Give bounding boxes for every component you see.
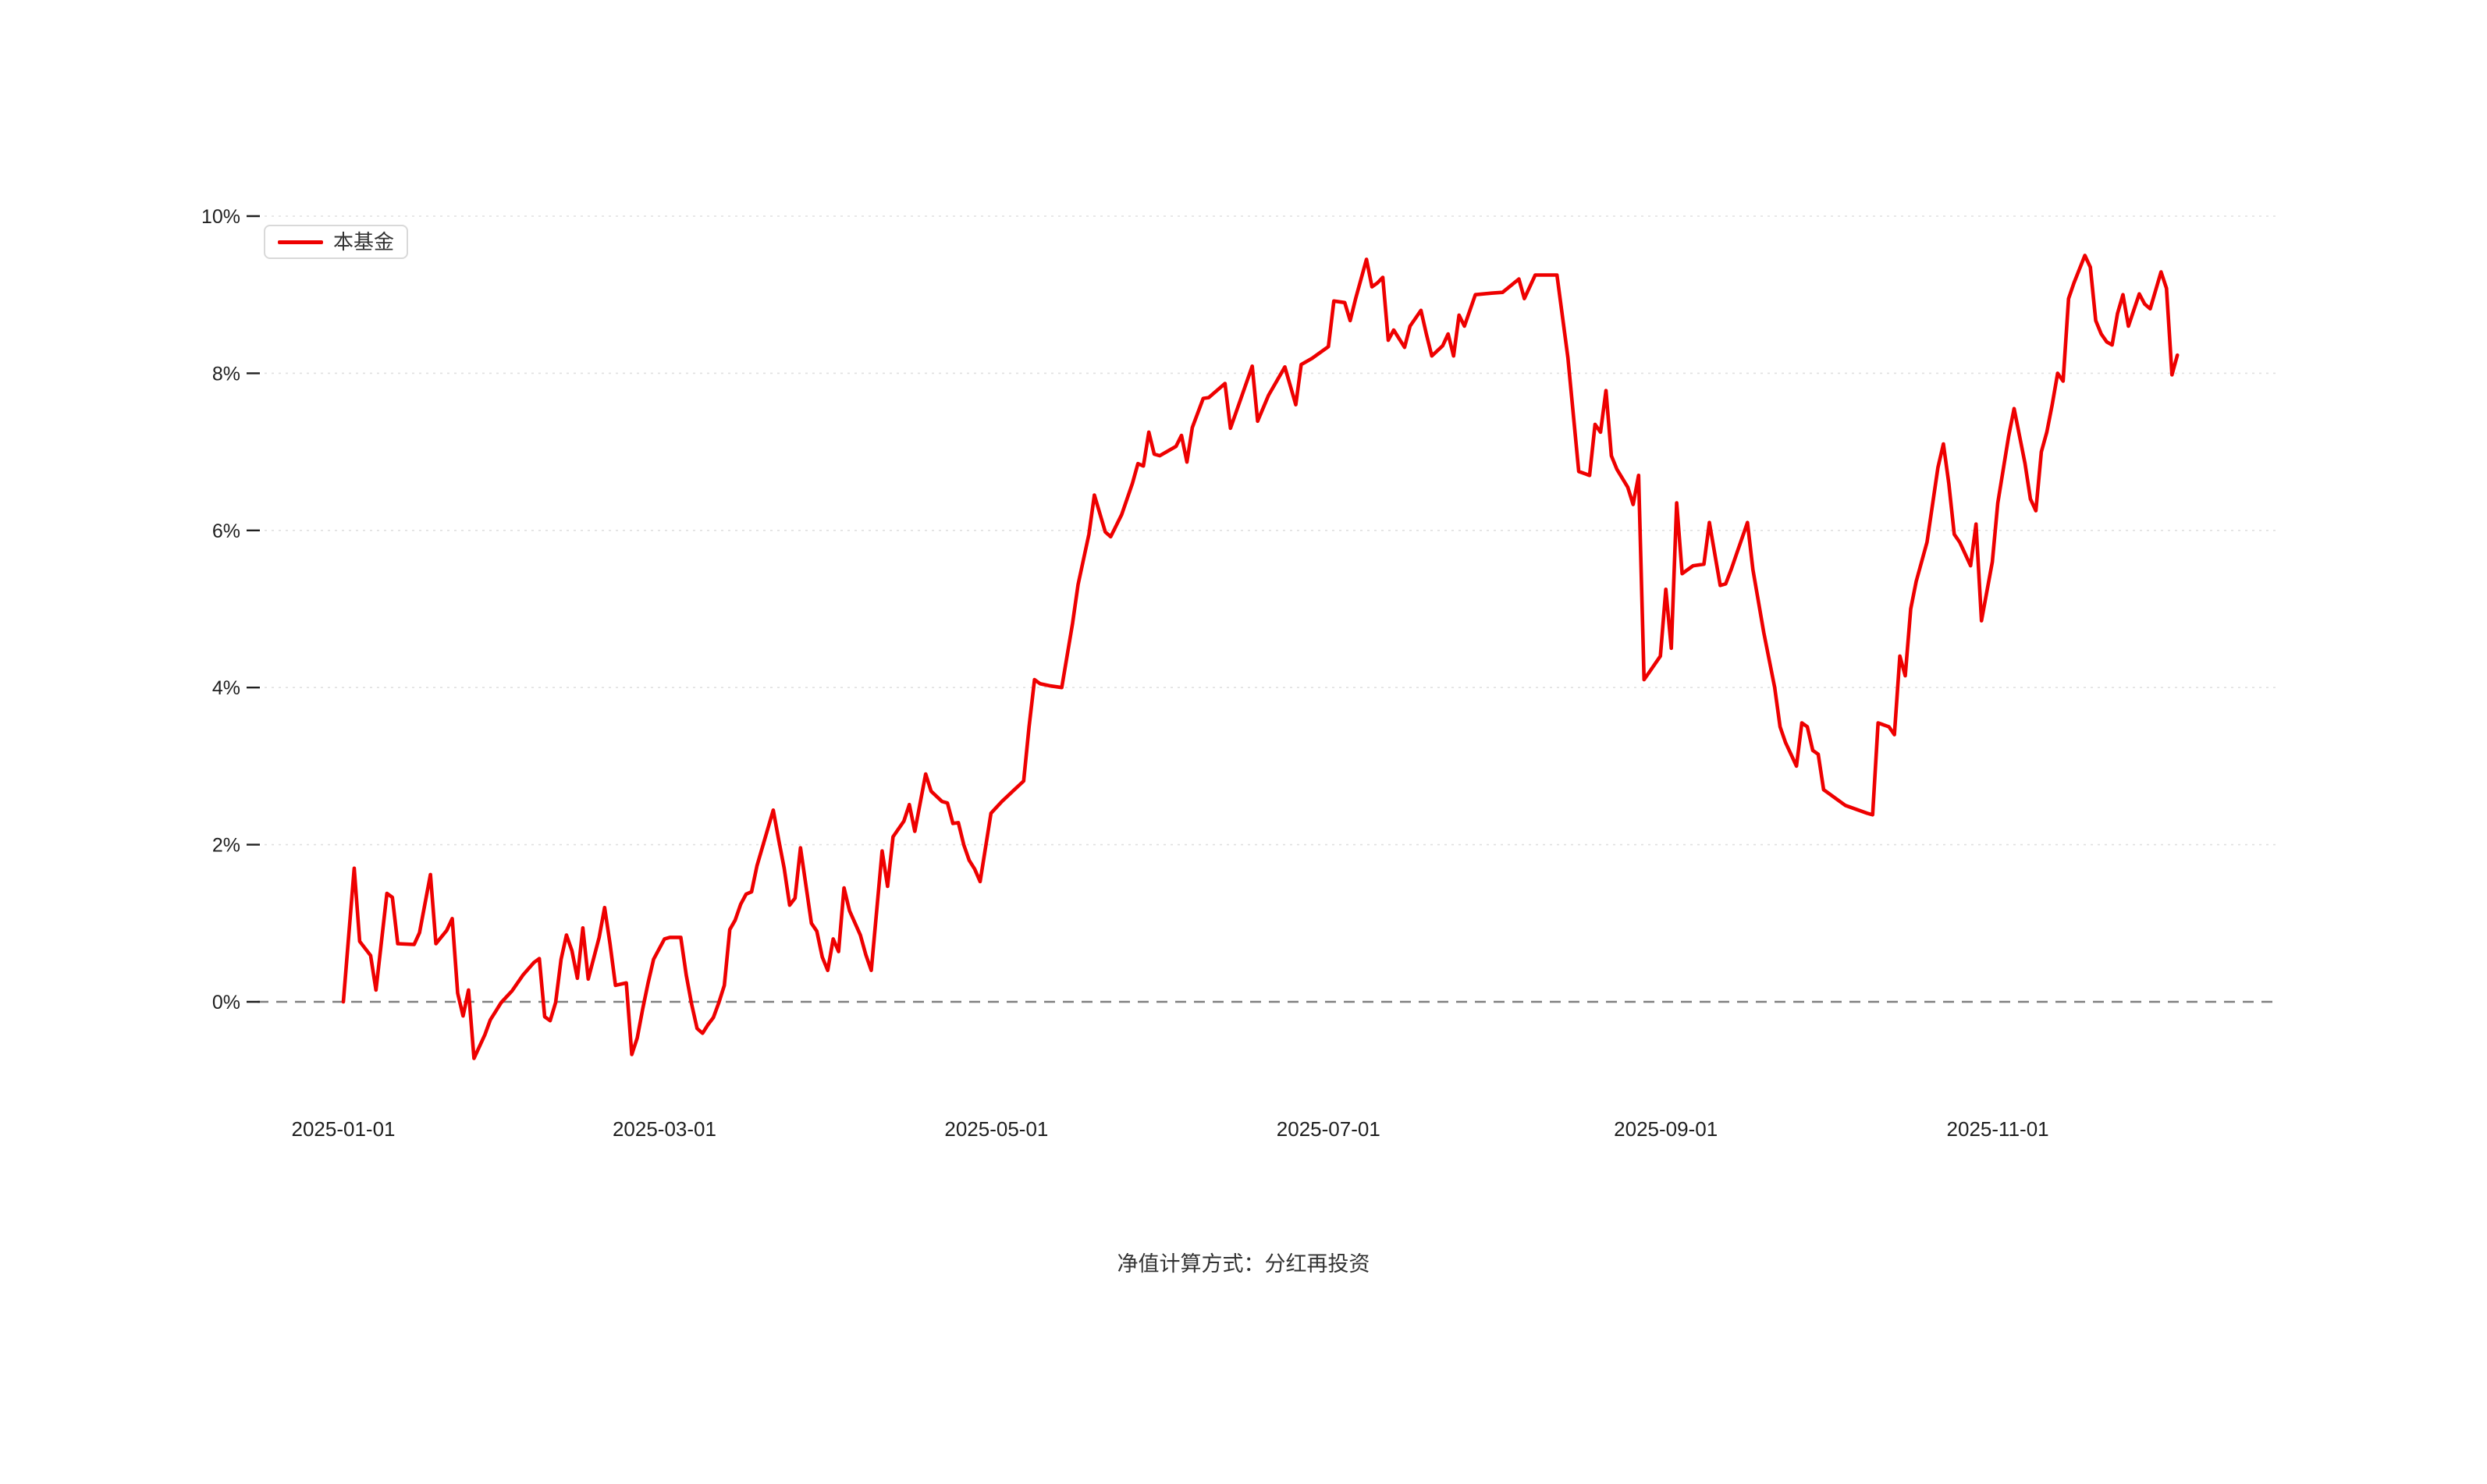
legend-line-swatch bbox=[278, 240, 323, 244]
y-tick-label: 2% bbox=[212, 835, 240, 857]
legend-item-fund[interactable]: 本基金 bbox=[264, 225, 409, 259]
x-tick-label: 2025-03-01 bbox=[613, 1117, 716, 1141]
x-tick-label: 2025-09-01 bbox=[1614, 1117, 1718, 1141]
legend-label: 本基金 bbox=[333, 230, 395, 254]
x-tick-label: 2025-07-01 bbox=[1277, 1117, 1380, 1141]
y-tick-label: 6% bbox=[212, 520, 240, 542]
nav-calculation-note: 净值计算方式：分红再投资 bbox=[1117, 1252, 1370, 1276]
y-tick-label: 10% bbox=[201, 206, 240, 228]
legend: 本基金 bbox=[264, 225, 409, 259]
x-tick-label: 2025-01-01 bbox=[292, 1117, 396, 1141]
y-tick-label: 0% bbox=[212, 992, 240, 1014]
x-tick-label: 2025-05-01 bbox=[944, 1117, 1048, 1141]
y-tick-label: 8% bbox=[212, 363, 240, 385]
x-tick-label: 2025-11-01 bbox=[1947, 1117, 2049, 1141]
y-tick-label: 4% bbox=[212, 677, 240, 699]
series-line-本基金[interactable] bbox=[341, 254, 2180, 1060]
